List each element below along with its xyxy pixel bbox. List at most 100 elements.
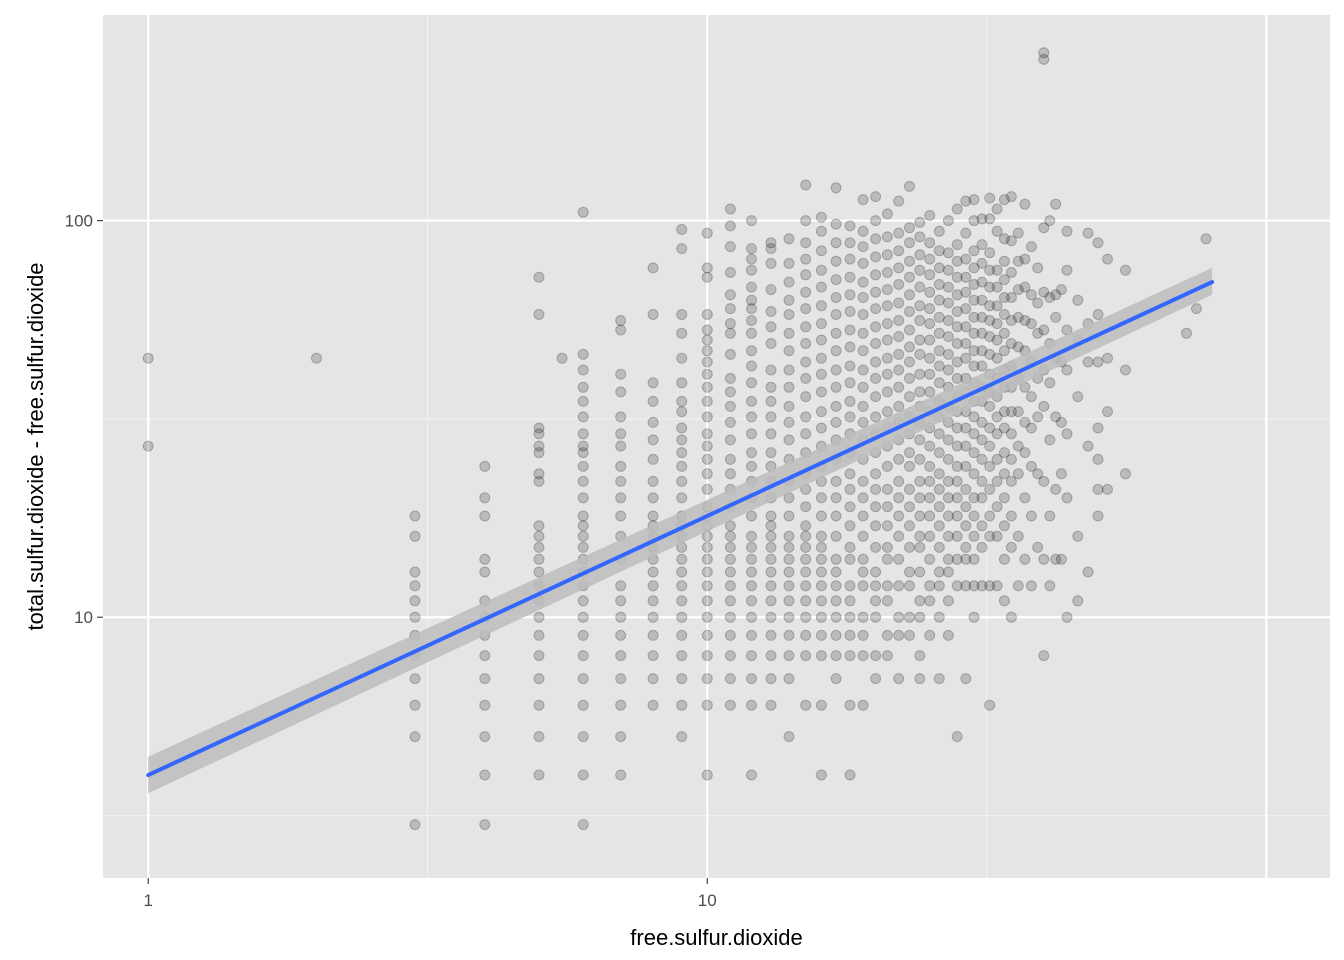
scatter-point	[311, 352, 322, 364]
scatter-point	[676, 224, 688, 235]
scatter-point	[1025, 422, 1037, 434]
scatter-point	[924, 595, 936, 607]
scatter-point	[746, 264, 757, 276]
scatter-point	[615, 510, 627, 522]
scatter-point	[942, 331, 954, 343]
scatter-point	[857, 276, 869, 288]
scatter-point	[844, 769, 856, 781]
scatter-point	[904, 611, 915, 623]
scatter-point	[533, 475, 545, 487]
scatter-point	[893, 331, 905, 343]
scatter-point	[924, 492, 936, 504]
scatter-point	[783, 510, 795, 522]
scatter-point	[1200, 233, 1212, 245]
scatter-point	[746, 553, 757, 565]
scatter-point	[1005, 338, 1017, 349]
scatter-point	[701, 345, 713, 357]
scatter-point	[830, 381, 842, 393]
scatter-point	[479, 566, 491, 578]
scatter-point	[479, 460, 491, 472]
scatter-point	[1012, 406, 1024, 418]
scatter-point	[800, 530, 812, 542]
scatter-point	[1072, 294, 1084, 306]
scatter-point	[701, 611, 713, 623]
scatter-point	[1082, 566, 1094, 578]
scatter-point	[881, 629, 893, 641]
scatter-point	[904, 289, 915, 301]
scatter-point	[968, 530, 980, 542]
scatter-point	[783, 434, 795, 446]
scatter-point	[870, 321, 882, 333]
scatter-point	[870, 673, 882, 685]
scatter-point	[893, 453, 905, 465]
scatter-point	[857, 416, 869, 428]
scatter-point	[746, 360, 757, 372]
scatter-point	[676, 309, 688, 320]
scatter-point	[904, 271, 915, 283]
scatter-point	[942, 492, 954, 504]
scatter-point	[701, 334, 713, 346]
scatter-point	[1061, 492, 1073, 504]
scatter-point	[933, 279, 945, 290]
scatter-point	[1050, 483, 1062, 495]
scatter-point	[870, 251, 882, 263]
scatter-point	[746, 345, 757, 357]
scatter-point	[765, 611, 777, 623]
scatter-point	[724, 386, 736, 398]
scatter-point	[844, 237, 856, 249]
scatter-point	[701, 580, 713, 592]
scatter-point	[577, 699, 589, 711]
scatter-point	[1038, 53, 1050, 65]
scatter-point	[1061, 364, 1073, 376]
scatter-point	[724, 566, 736, 578]
scatter-point	[533, 468, 545, 480]
scatter-point	[830, 274, 842, 286]
scatter-point	[765, 381, 777, 393]
scatter-point	[701, 566, 713, 578]
scatter-point	[844, 541, 856, 553]
scatter-point	[577, 611, 589, 623]
scatter-point	[968, 194, 980, 206]
scatter-point	[857, 381, 869, 393]
scatter-point	[746, 580, 757, 592]
scatter-point	[783, 345, 795, 357]
scatter-point	[976, 239, 988, 251]
scatter-point	[815, 611, 827, 623]
scatter-point	[647, 699, 659, 711]
scatter-point	[533, 629, 545, 641]
scatter-point	[577, 492, 589, 504]
scatter-point	[765, 257, 777, 269]
scatter-point	[409, 510, 421, 522]
scatter-point	[409, 673, 421, 685]
scatter-point	[844, 306, 856, 317]
scatter-point	[746, 215, 757, 227]
scatter-point	[783, 416, 795, 428]
scatter-point	[533, 769, 545, 781]
scatter-point	[676, 460, 688, 472]
scatter-point	[615, 731, 627, 743]
scatter-point	[409, 611, 421, 623]
scatter-point	[1038, 286, 1050, 298]
scatter-point	[1044, 215, 1056, 227]
scatter-point	[676, 611, 688, 623]
scatter-point	[479, 699, 491, 711]
scatter-point	[904, 306, 915, 317]
scatter-point	[1019, 315, 1031, 326]
scatter-point	[893, 580, 905, 592]
scatter-point	[1092, 356, 1104, 368]
scatter-point	[800, 520, 812, 532]
scatter-point	[1038, 553, 1050, 565]
scatter-point	[746, 327, 757, 339]
scatter-point	[933, 377, 945, 389]
scatter-point	[746, 673, 757, 685]
scatter-point	[615, 368, 627, 380]
scatter-point	[924, 530, 936, 542]
scatter-point	[765, 673, 777, 685]
scatter-point	[479, 553, 491, 565]
scatter-point	[815, 300, 827, 312]
scatter-point	[844, 699, 856, 711]
scatter-point	[783, 580, 795, 592]
scatter-point	[676, 566, 688, 578]
scatter-point	[746, 699, 757, 711]
